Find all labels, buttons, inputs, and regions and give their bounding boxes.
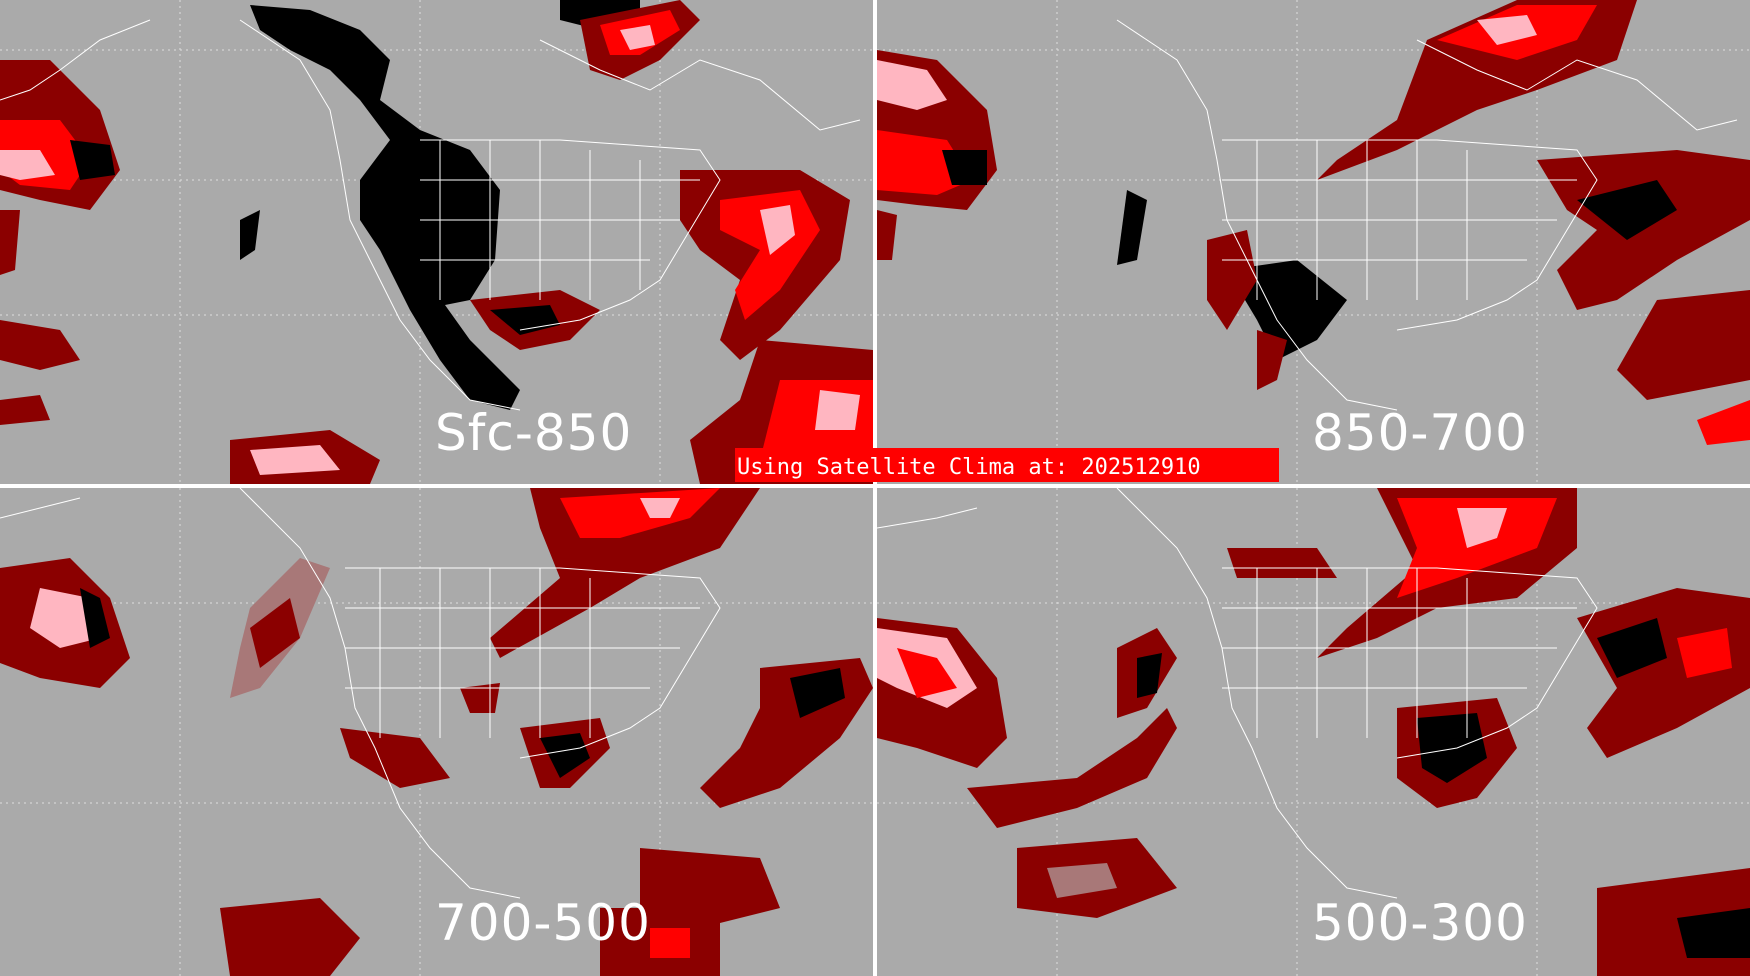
- panel-label: 500-300: [1312, 894, 1528, 952]
- satellite-climo-banner: Using Satellite Clima at: 202512910: [735, 448, 1279, 482]
- panel-sfc-850: Sfc-850: [0, 0, 873, 484]
- panel-label: Sfc-850: [435, 404, 633, 462]
- map-500-300: [877, 488, 1750, 976]
- panel-700-500: 700-500: [0, 488, 873, 976]
- panel-500-300: 500-300: [877, 488, 1750, 976]
- panel-850-700: 850-700: [877, 0, 1750, 484]
- map-850-700: [877, 0, 1750, 484]
- panel-label: 700-500: [435, 894, 651, 952]
- coastlines: [0, 19, 861, 411]
- panel-label: 850-700: [1312, 404, 1528, 462]
- black-region-west: [250, 5, 520, 410]
- map-700-500: [0, 488, 873, 976]
